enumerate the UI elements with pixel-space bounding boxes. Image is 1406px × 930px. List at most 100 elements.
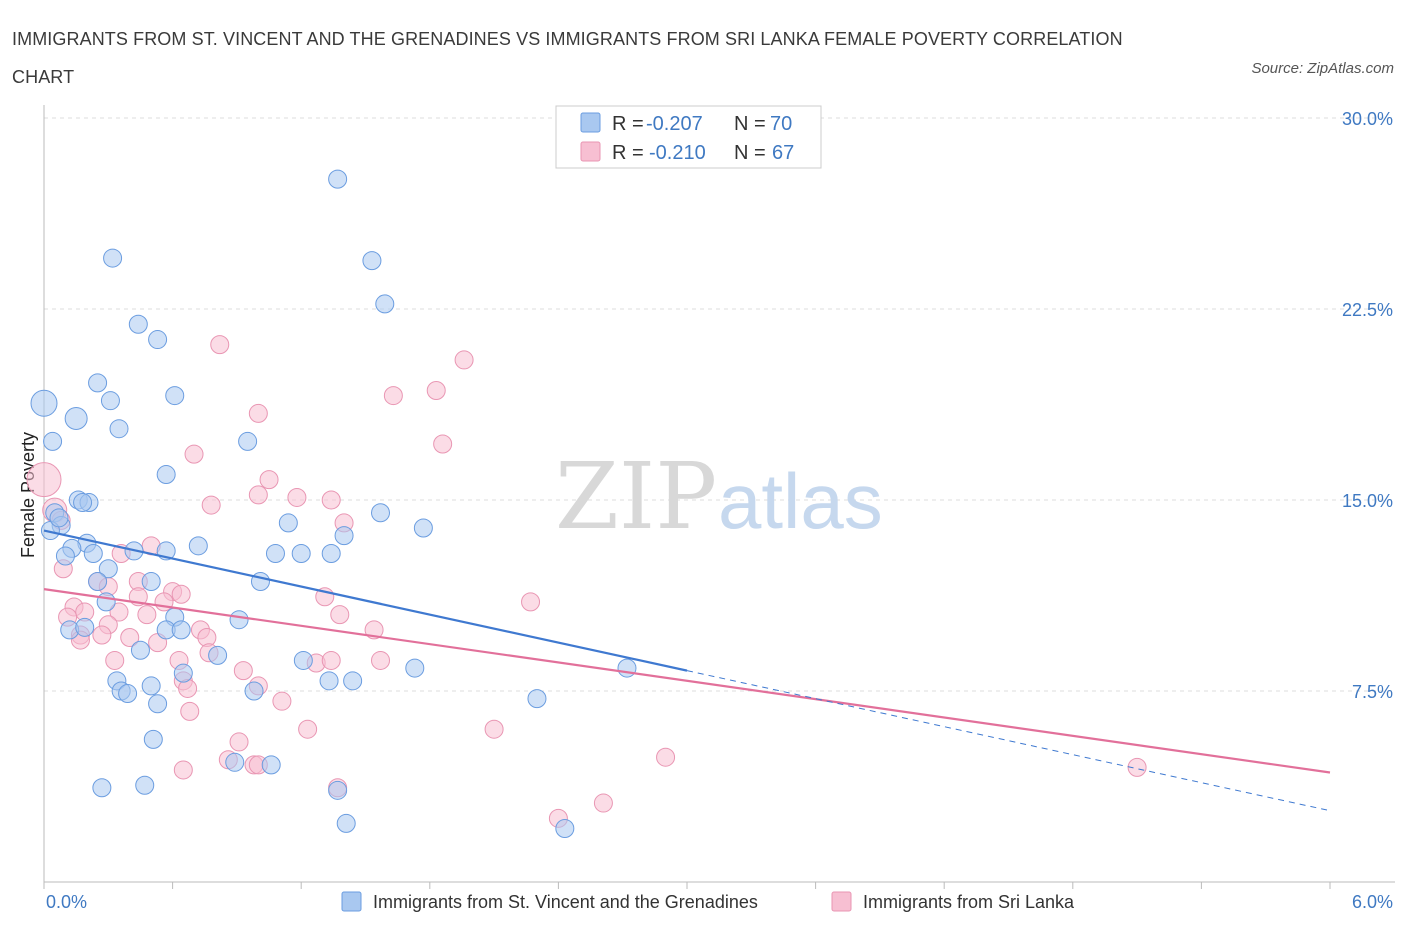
point-st-vincent (130, 640, 150, 660)
x-tick-label-max: 6.0% (1352, 892, 1393, 912)
point-sri-lanka (364, 620, 384, 640)
series-st-vincent-points (30, 169, 637, 839)
point-sri-lanka (454, 350, 474, 370)
x-tick-label-min: 0.0% (46, 892, 87, 912)
legend-r-label: R = (612, 142, 644, 164)
point-sri-lanka (201, 495, 221, 515)
point-sri-lanka (259, 470, 279, 490)
watermark-atlas: atlas (718, 457, 883, 545)
bottom-legend-swatch-st-vincent (341, 891, 362, 912)
point-st-vincent (413, 518, 433, 538)
point-sri-lanka (137, 605, 157, 625)
point-st-vincent (141, 571, 161, 591)
point-st-vincent (141, 676, 161, 696)
point-st-vincent (143, 729, 163, 749)
point-st-vincent (148, 694, 168, 714)
point-st-vincent (64, 407, 88, 431)
trend-line-st-vincent-extension (686, 670, 1331, 812)
point-st-vincent (98, 559, 118, 579)
point-st-vincent (173, 663, 193, 683)
point-st-vincent (135, 775, 155, 795)
legend-n-label: N = (734, 113, 766, 135)
y-tick-label: 7.5% (1352, 682, 1393, 702)
legend-n-value-st-vincent: 70 (770, 113, 792, 135)
point-st-vincent (371, 503, 391, 523)
point-sri-lanka (1127, 757, 1147, 777)
point-st-vincent (278, 513, 298, 533)
legend-swatch-sri-lanka (580, 141, 601, 162)
point-st-vincent (92, 778, 112, 798)
point-sri-lanka (109, 602, 129, 622)
point-st-vincent (375, 294, 395, 314)
point-st-vincent (293, 650, 313, 670)
point-sri-lanka (426, 380, 446, 400)
point-st-vincent (555, 819, 575, 839)
point-st-vincent (83, 543, 103, 563)
watermark-zip: ZIP (555, 443, 717, 550)
point-st-vincent (250, 571, 270, 591)
bottom-legend-swatch-sri-lanka (831, 891, 852, 912)
point-st-vincent (334, 526, 354, 546)
point-sri-lanka (287, 487, 307, 507)
point-st-vincent (188, 536, 208, 556)
point-sri-lanka (371, 650, 391, 670)
point-sri-lanka (321, 490, 341, 510)
point-sri-lanka (173, 760, 193, 780)
point-sri-lanka (484, 719, 504, 739)
point-st-vincent (103, 248, 123, 268)
point-sri-lanka (26, 462, 62, 498)
point-st-vincent (156, 465, 176, 485)
point-st-vincent (261, 755, 281, 775)
y-tick-label: 15.0% (1342, 491, 1393, 511)
y-tick-label: 22.5% (1342, 300, 1393, 320)
point-st-vincent (75, 617, 95, 637)
point-sri-lanka (233, 661, 253, 681)
legend-r-value-st-vincent: -0.207 (646, 113, 703, 135)
point-st-vincent (328, 169, 348, 189)
chart-title: IMMIGRANTS FROM ST. VINCENT AND THE GREN… (12, 29, 1123, 87)
point-st-vincent (49, 508, 69, 528)
point-st-vincent (291, 543, 311, 563)
point-st-vincent (118, 684, 138, 704)
legend-r-value-sri-lanka: -0.210 (649, 142, 706, 164)
legend-n-label: N = (734, 142, 766, 164)
series-sri-lanka-points (26, 335, 1147, 828)
trend-line-st-vincent (43, 529, 688, 672)
point-st-vincent (362, 251, 382, 271)
point-sri-lanka (593, 793, 613, 813)
point-st-vincent (343, 671, 363, 691)
point-st-vincent (225, 752, 245, 772)
point-st-vincent (128, 314, 148, 334)
point-st-vincent (55, 546, 75, 566)
point-sri-lanka (272, 691, 292, 711)
point-st-vincent (321, 543, 341, 563)
source-label: Source: ZipAtlas.com (1251, 60, 1394, 77)
point-st-vincent (238, 431, 258, 451)
y-tick-label: 30.0% (1342, 109, 1393, 129)
point-st-vincent (265, 543, 285, 563)
point-st-vincent (319, 671, 339, 691)
point-st-vincent (165, 386, 185, 406)
point-sri-lanka (120, 628, 140, 648)
point-st-vincent (30, 389, 58, 417)
point-sri-lanka (171, 584, 191, 604)
point-st-vincent (73, 493, 93, 513)
point-st-vincent (617, 658, 637, 678)
point-sri-lanka (210, 335, 230, 355)
trend-lines (43, 529, 1331, 812)
point-sri-lanka (330, 605, 350, 625)
point-sri-lanka (229, 732, 249, 752)
point-st-vincent (229, 610, 249, 630)
bottom-legend-label-st-vincent: Immigrants from St. Vincent and the Gren… (373, 892, 758, 912)
point-st-vincent (208, 645, 228, 665)
point-sri-lanka (383, 386, 403, 406)
point-sri-lanka (248, 403, 268, 423)
point-st-vincent (244, 681, 264, 701)
point-sri-lanka (521, 592, 541, 612)
point-sri-lanka (321, 650, 341, 670)
point-st-vincent (96, 592, 116, 612)
point-st-vincent (88, 571, 108, 591)
watermark: ZIP atlas (555, 443, 883, 550)
point-st-vincent (43, 431, 63, 451)
